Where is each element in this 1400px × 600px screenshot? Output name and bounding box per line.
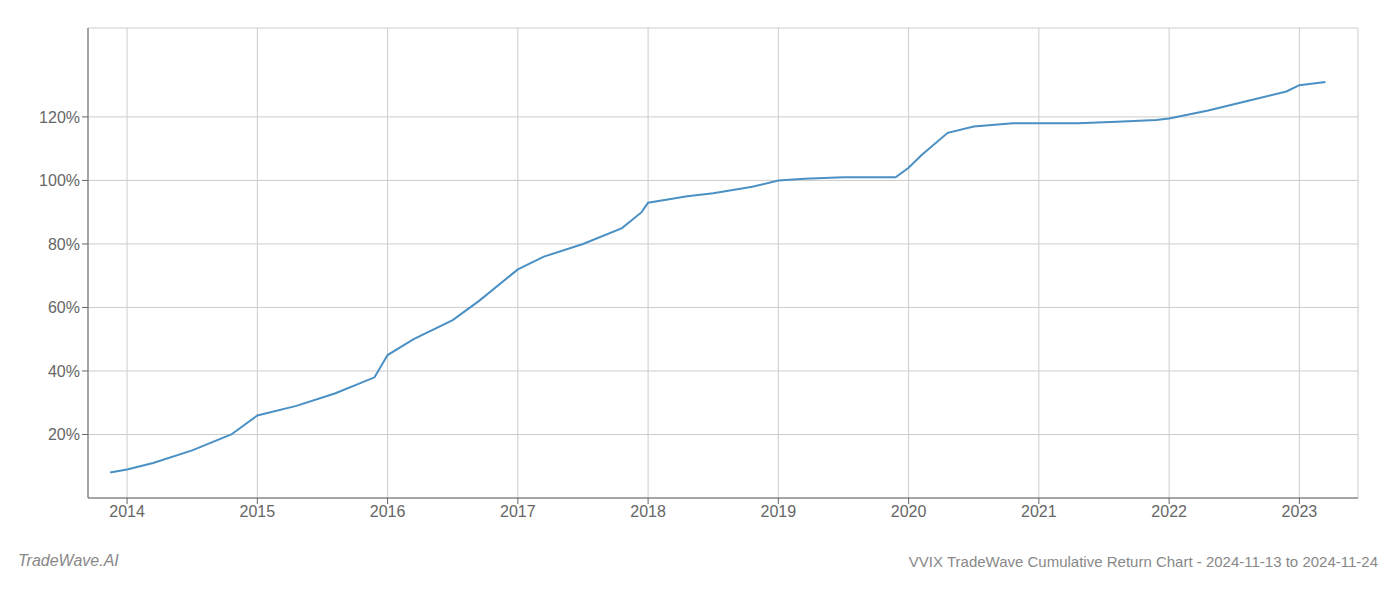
svg-text:60%: 60% — [48, 299, 80, 316]
svg-text:2023: 2023 — [1282, 503, 1318, 520]
svg-text:2017: 2017 — [500, 503, 536, 520]
svg-text:40%: 40% — [48, 363, 80, 380]
svg-text:2016: 2016 — [370, 503, 406, 520]
html-text:VVIX TradeWave Cumulative Retu: VVIX TradeWave Cumulative Return Chart -… — [908, 553, 1378, 570]
html-text:TradeWave.AI: TradeWave.AI — [18, 552, 119, 569]
svg-text:100%: 100% — [39, 172, 80, 189]
svg-text:2020: 2020 — [891, 503, 927, 520]
svg-text:2018: 2018 — [630, 503, 666, 520]
svg-text:2021: 2021 — [1021, 503, 1057, 520]
svg-text:80%: 80% — [48, 236, 80, 253]
svg-text:2014: 2014 — [109, 503, 145, 520]
svg-text:2015: 2015 — [240, 503, 276, 520]
svg-text:2019: 2019 — [761, 503, 797, 520]
svg-text:2022: 2022 — [1151, 503, 1187, 520]
svg-text:120%: 120% — [39, 109, 80, 126]
svg-text:20%: 20% — [48, 426, 80, 443]
